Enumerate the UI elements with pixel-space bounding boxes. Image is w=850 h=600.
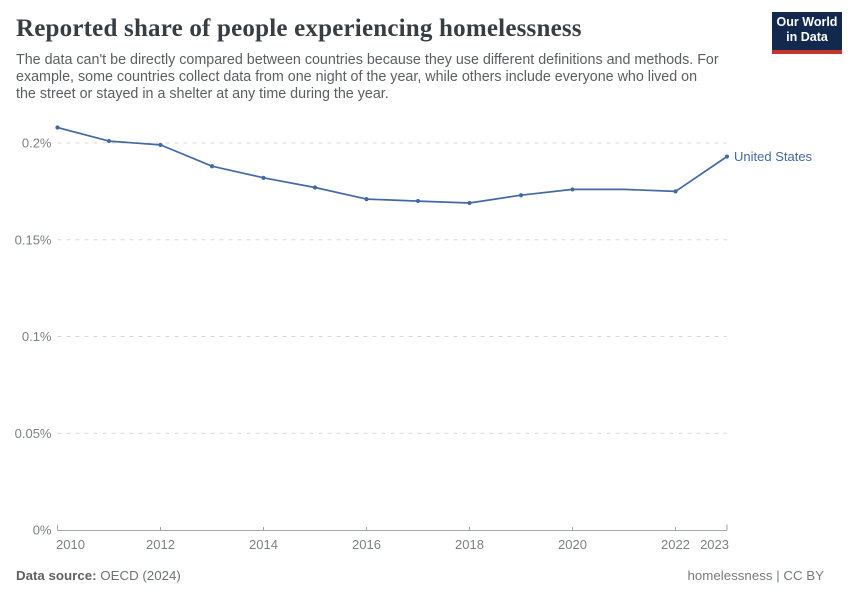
chart-footer: Data source: OECD (2024) homelessness | … <box>16 568 824 583</box>
owid-logo[interactable]: Our World in Data <box>772 12 842 54</box>
subtitle-line: The data can't be directly compared betw… <box>16 52 719 68</box>
svg-text:2018: 2018 <box>455 537 484 552</box>
x-axis: 2010 2012 2014 2016 2018 2020 2022 2023 <box>56 524 729 552</box>
svg-text:2014: 2014 <box>249 537 278 552</box>
svg-text:0.1%: 0.1% <box>22 329 52 344</box>
subtitle-line: example, some countries collect data fro… <box>16 69 698 85</box>
svg-text:0.2%: 0.2% <box>22 136 52 151</box>
svg-text:0.05%: 0.05% <box>15 426 52 441</box>
series-label: United States <box>734 149 813 164</box>
svg-text:2012: 2012 <box>146 537 175 552</box>
gridlines-and-ytick-labels: 0% 0.05% 0.1% 0.15% 0.2% <box>15 136 727 538</box>
data-source-label: Data source: <box>16 568 97 583</box>
data-source-value: OECD (2024) <box>100 568 181 583</box>
svg-text:2023: 2023 <box>700 537 729 552</box>
subtitle-line: the street or stayed in a shelter at any… <box>16 86 389 102</box>
owid-logo-text: Our World <box>776 15 838 29</box>
svg-text:0%: 0% <box>33 523 52 538</box>
series-united-states[interactable] <box>55 125 730 206</box>
page-title: Reported share of people experiencing ho… <box>16 15 582 42</box>
license-note[interactable]: homelessness | CC BY <box>687 568 824 583</box>
data-source: Data source: OECD (2024) <box>16 568 181 583</box>
chart-subtitle: The data can't be directly compared betw… <box>16 52 764 103</box>
svg-text:2016: 2016 <box>352 537 381 552</box>
owid-logo-text: in Data <box>786 30 828 44</box>
svg-text:2022: 2022 <box>661 537 690 552</box>
svg-text:0.15%: 0.15% <box>15 232 52 247</box>
svg-text:2020: 2020 <box>558 537 587 552</box>
svg-text:2010: 2010 <box>56 537 85 552</box>
